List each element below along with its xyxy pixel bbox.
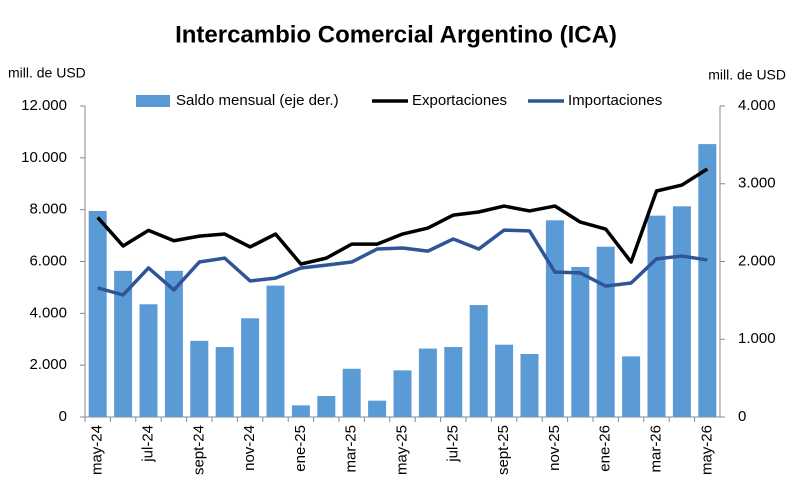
x-tick-label: ene-25 <box>292 425 309 472</box>
bar <box>545 220 564 417</box>
bar <box>520 354 539 417</box>
y2-axis-label: mill. de USD <box>708 67 786 83</box>
x-tick-label: jul-25 <box>444 425 461 463</box>
bar <box>317 396 336 417</box>
line-series <box>97 228 708 297</box>
line-series <box>96 167 709 266</box>
legend-swatch <box>136 95 170 107</box>
x-tick-label: sept-25 <box>495 425 512 475</box>
bar <box>342 368 361 417</box>
bar <box>418 348 437 417</box>
bar <box>495 344 514 417</box>
legend-label: Saldo mensual (eje der.) <box>176 92 339 109</box>
bar <box>393 370 412 417</box>
x-tick-label: jul-24 <box>139 425 156 463</box>
y2-tick-label: 3.000 <box>738 175 776 192</box>
bar <box>139 304 158 417</box>
x-tick-label: mar-25 <box>343 425 360 473</box>
bar <box>647 215 666 417</box>
bar <box>291 405 310 417</box>
bar <box>571 266 590 417</box>
chart-title: Intercambio Comercial Argentino (ICA) <box>175 21 617 48</box>
x-tick-label: nov-25 <box>546 425 563 471</box>
x-tick-label: sept-24 <box>190 425 207 475</box>
bar <box>622 356 641 417</box>
bar <box>698 144 717 417</box>
bar <box>469 305 488 417</box>
y-tick-label: 10.000 <box>21 149 67 166</box>
y-tick-label: 12.000 <box>21 97 67 114</box>
bar <box>88 210 107 417</box>
y-tick-label: 4.000 <box>29 304 67 321</box>
bar <box>672 206 691 417</box>
y2-tick-label: 1.000 <box>738 330 776 347</box>
y2-tick-label: 0 <box>738 408 746 425</box>
x-tick-label: nov-24 <box>241 425 258 471</box>
legend-label: Importaciones <box>568 92 662 109</box>
x-tick-label: may-26 <box>698 425 715 475</box>
x-tick-label: ene-26 <box>597 425 614 472</box>
y-tick-label: 6.000 <box>29 252 67 269</box>
bar <box>164 270 183 417</box>
y-tick-label: 0 <box>59 408 67 425</box>
bar <box>190 340 209 417</box>
x-tick-label: may-25 <box>393 425 410 475</box>
bar <box>368 400 387 417</box>
x-tick-label: mar-26 <box>647 425 664 473</box>
y2-tick-label: 2.000 <box>738 252 776 269</box>
bar <box>241 318 260 417</box>
y-tick-label: 8.000 <box>29 201 67 218</box>
y-tick-label: 2.000 <box>29 356 67 373</box>
legend-label: Exportaciones <box>412 92 507 109</box>
bar <box>266 285 285 417</box>
bar <box>444 347 463 417</box>
y2-tick-label: 4.000 <box>738 97 776 114</box>
bar <box>114 270 133 417</box>
y-axis-label: mill. de USD <box>8 65 86 81</box>
x-tick-label: may-24 <box>89 425 106 475</box>
bar <box>215 347 234 417</box>
bar <box>596 246 615 417</box>
